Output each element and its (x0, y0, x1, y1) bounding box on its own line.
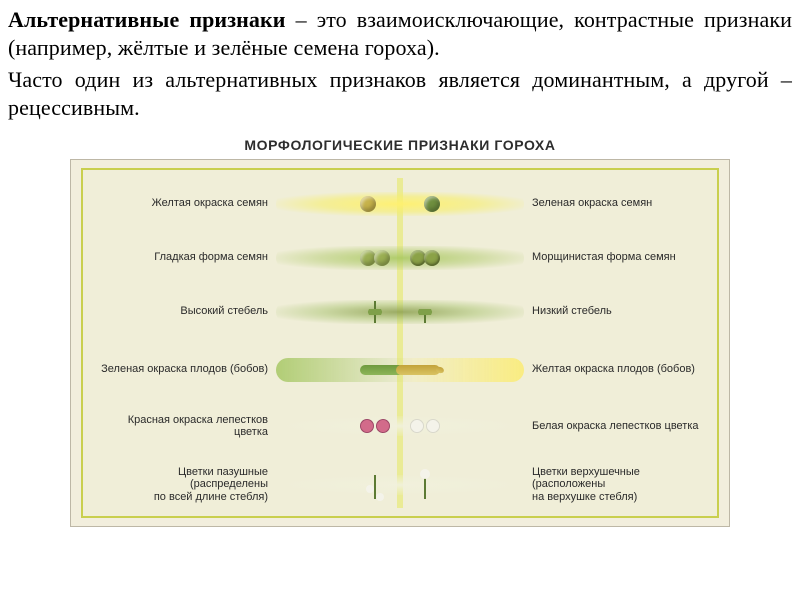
trait-label-left: Гладкая форма семян (93, 251, 276, 264)
figure-container: МОРФОЛОГИЧЕСКИЕ ПРИЗНАКИ ГОРОХА Желтая о… (70, 133, 730, 527)
trait-icon-left (360, 299, 390, 325)
seed-wrinkled-icon (424, 250, 440, 266)
trait-icon-right (410, 250, 440, 266)
trait-icon-right (410, 471, 440, 499)
trait-label-left: Высокий стебель (93, 305, 276, 318)
figure-inner: Желтая окраска семян Зеленая окраска семя… (81, 168, 719, 518)
definition-paragraph: Альтернативные признаки – это взаимоискл… (8, 6, 792, 62)
trait-row: Желтая окраска семян Зеленая окраска семя… (93, 192, 707, 216)
trait-icon-left (360, 250, 390, 266)
figure-panel: Желтая окраска семян Зеленая окраска семя… (70, 159, 730, 527)
trait-row: Гладкая форма семян Морщинистая форма сем… (93, 246, 707, 270)
trait-row: Красная окраска лепестков цветка Белая ок… (93, 414, 707, 439)
trait-band (276, 300, 524, 324)
trait-label-left: Желтая окраска семян (93, 197, 276, 210)
yellow-pod-icon (396, 365, 440, 375)
white-flowers-icon (410, 419, 440, 433)
trait-label-left: Цветки пазушные (распределены по всей дл… (93, 466, 276, 504)
trait-band (276, 358, 524, 382)
trait-label-right: Зеленая окраска семян (524, 197, 707, 210)
trait-row: Цветки пазушные (распределены по всей дл… (93, 466, 707, 504)
trait-label-right: Морщинистая форма семян (524, 251, 707, 264)
trait-icon-right (424, 196, 440, 212)
page: Альтернативные признаки – это взаимоискл… (0, 0, 800, 600)
trait-label-left: Зеленая окраска плодов (бобов) (93, 363, 276, 376)
figure-title: МОРФОЛОГИЧЕСКИЕ ПРИЗНАКИ ГОРОХА (70, 133, 730, 159)
trait-band (276, 246, 524, 270)
trait-icon-right (396, 365, 440, 375)
trait-label-right: Цветки верхушечные (расположены на верху… (524, 466, 707, 504)
seed-smooth-icon (374, 250, 390, 266)
trait-band (276, 192, 524, 216)
trait-band (276, 416, 524, 436)
trait-icon-right (410, 419, 440, 433)
seed-yellow-icon (360, 196, 376, 212)
trait-label-left: Красная окраска лепестков цветка (93, 414, 276, 439)
trait-label-right: Желтая окраска плодов (бобов) (524, 363, 707, 376)
second-paragraph: Часто один из альтернативных признаков я… (8, 66, 792, 122)
trait-icon-right (410, 299, 440, 325)
trait-band (276, 475, 524, 495)
trait-icon-left (360, 196, 376, 212)
trait-icon-left (360, 419, 390, 433)
center-divider (397, 178, 403, 508)
trait-row: Зеленая окраска плодов (бобов) Желтая окр… (93, 358, 707, 382)
term: Альтернативные признаки (8, 7, 286, 32)
trait-label-right: Низкий стебель (524, 305, 707, 318)
terminal-flowers-icon (410, 471, 440, 499)
trait-row: Высокий стебель Низкий стебель (93, 300, 707, 324)
trait-label-right: Белая окраска лепестков цветка (524, 420, 707, 433)
trait-icon-left (360, 471, 390, 499)
axillary-flowers-icon (360, 471, 390, 499)
red-flowers-icon (360, 419, 390, 433)
seed-green-icon (424, 196, 440, 212)
short-plant-icon (410, 299, 440, 325)
tall-plant-icon (360, 299, 390, 325)
